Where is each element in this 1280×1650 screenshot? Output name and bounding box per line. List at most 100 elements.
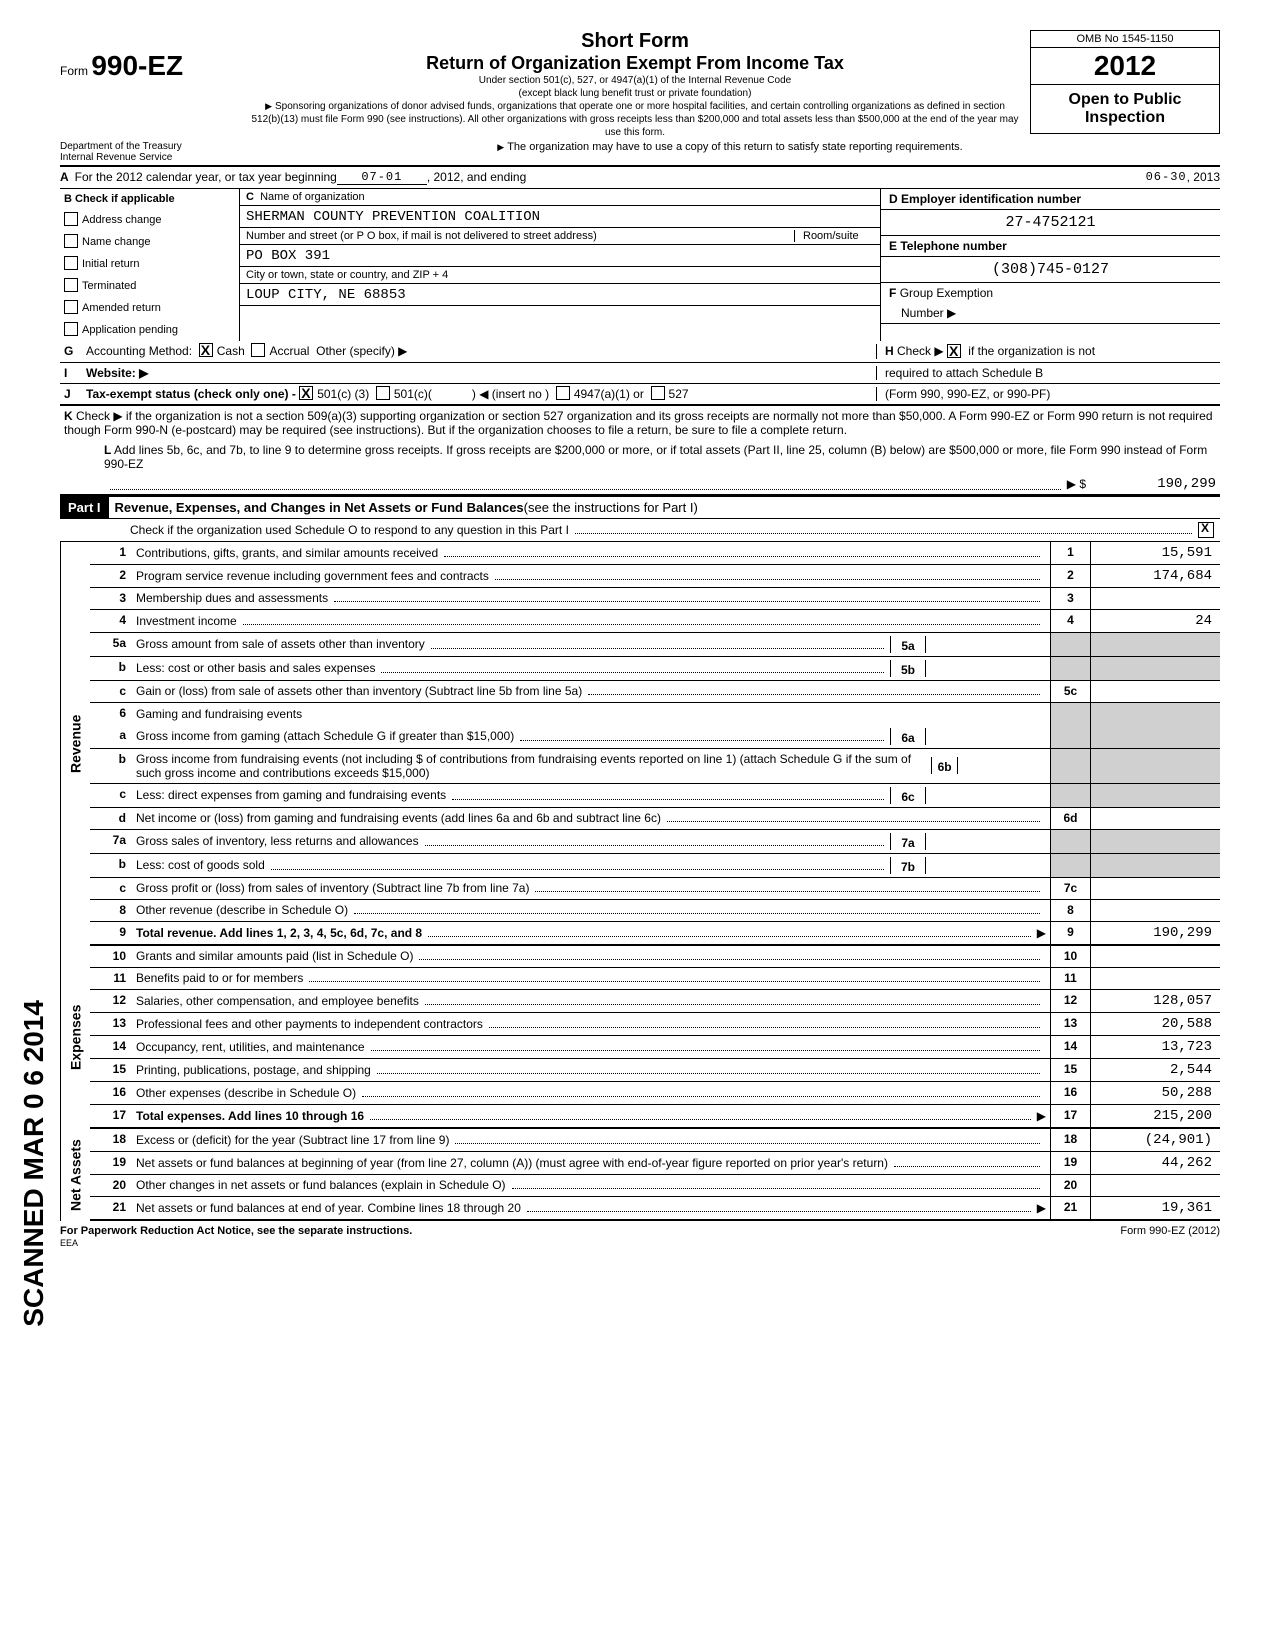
b-address: Address change <box>82 214 162 226</box>
part1-title: Revenue, Expenses, and Changes in Net As… <box>115 500 524 515</box>
chk-address[interactable] <box>64 212 78 226</box>
side-revenue: Revenue <box>60 542 90 946</box>
col-b: B Check if applicable Address change Nam… <box>60 189 240 341</box>
h-text3: required to attach Schedule B <box>876 366 1216 380</box>
form-number-box: Form 990-EZ <box>60 30 240 82</box>
l-sym: ▶ $ <box>1067 477 1086 491</box>
b-initial: Initial return <box>82 258 139 270</box>
chk-501c3[interactable] <box>299 386 313 400</box>
room-label: Room/suite <box>794 230 874 242</box>
l13-v: 20,588 <box>1090 1013 1220 1035</box>
org-addr: PO BOX 391 <box>240 245 880 267</box>
b-terminated: Terminated <box>82 280 136 292</box>
note1: Sponsoring organizations of donor advise… <box>250 100 1020 139</box>
h-text4: (Form 990, 990-EZ, or 990-PF) <box>876 387 1216 401</box>
g-accrual: Accrual <box>269 344 309 358</box>
row-g: G Accounting Method: Cash Accrual Other … <box>60 341 1220 363</box>
l19-v: 44,262 <box>1090 1152 1220 1174</box>
org-name: SHERMAN COUNTY PREVENTION COALITION <box>240 206 880 228</box>
year-end: 06-30 <box>1146 170 1187 185</box>
form-number: 990-EZ <box>91 50 183 81</box>
chk-accrual[interactable] <box>251 343 265 357</box>
l4-v: 24 <box>1090 610 1220 632</box>
col-c: C Name of organization SHERMAN COUNTY PR… <box>240 189 880 341</box>
chk-527[interactable] <box>651 386 665 400</box>
dept-treasury: Department of the Treasury <box>60 141 240 152</box>
l7c-t: Gross profit or (loss) from sales of inv… <box>136 881 529 895</box>
l12-v: 128,057 <box>1090 990 1220 1012</box>
l7c-v <box>1090 878 1220 899</box>
l14-t: Occupancy, rent, utilities, and maintena… <box>136 1040 365 1054</box>
side-expenses: Expenses <box>60 946 90 1129</box>
section-bcdef: B Check if applicable Address change Nam… <box>60 189 1220 341</box>
d-label: Employer identification number <box>901 192 1081 206</box>
l13-t: Professional fees and other payments to … <box>136 1017 483 1031</box>
side-netassets: Net Assets <box>60 1129 90 1221</box>
l19-t: Net assets or fund balances at beginning… <box>136 1156 888 1170</box>
chk-initial[interactable] <box>64 256 78 270</box>
chk-schedule-o[interactable] <box>1198 522 1214 538</box>
g-cash: Cash <box>217 344 245 358</box>
year-begin: 07-01 <box>337 170 427 185</box>
l16-t: Other expenses (describe in Schedule O) <box>136 1086 356 1100</box>
l2-v: 174,684 <box>1090 565 1220 587</box>
l8-v <box>1090 900 1220 921</box>
l6b-t: Gross income from fundraising events (no… <box>136 752 919 780</box>
part1-note: (see the instructions for Part I) <box>524 500 698 515</box>
header-row: Form 990-EZ Short Form Return of Organiz… <box>60 30 1220 139</box>
l18-v: (24,901) <box>1090 1129 1220 1151</box>
netassets-grid: Net Assets 18Excess or (deficit) for the… <box>60 1129 1220 1221</box>
l-val: 190,299 <box>1086 476 1216 492</box>
l5c-v <box>1090 681 1220 702</box>
row-k: K Check ▶ if the organization is not a s… <box>60 406 1220 440</box>
ein: 27-4752121 <box>881 210 1220 236</box>
l6d-t: Net income or (loss) from gaming and fun… <box>136 811 661 825</box>
omb-number: OMB No 1545-1150 <box>1031 31 1219 48</box>
omb-box: OMB No 1545-1150 2012 Open to Public Ins… <box>1030 30 1220 134</box>
chk-amended[interactable] <box>64 300 78 314</box>
l6-t: Gaming and fundraising events <box>136 707 302 721</box>
phone: (308)745-0127 <box>881 257 1220 283</box>
j-d: 4947(a)(1) or <box>574 387 644 401</box>
chk-cash[interactable] <box>199 343 213 357</box>
c-label: Name of organization <box>260 191 365 203</box>
chk-h[interactable] <box>947 344 961 358</box>
chk-pending[interactable] <box>64 322 78 336</box>
g-label: Accounting Method: <box>86 344 192 358</box>
chk-4947[interactable] <box>556 386 570 400</box>
dept-left: Department of the Treasury Internal Reve… <box>60 141 240 165</box>
open-to-public: Open to Public Inspection <box>1031 85 1219 133</box>
row-l: L Add lines 5b, 6c, and 7b, to line 9 to… <box>60 440 1220 474</box>
f-label2: Number ▶ <box>881 303 1220 324</box>
l5a-t: Gross amount from sale of assets other t… <box>136 637 425 651</box>
l-text: Add lines 5b, 6c, and 7b, to line 9 to d… <box>104 443 1207 471</box>
l4-t: Investment income <box>136 614 237 628</box>
l11-v <box>1090 968 1220 989</box>
l8-t: Other revenue (describe in Schedule O) <box>136 903 348 917</box>
l6a-t: Gross income from gaming (attach Schedul… <box>136 729 514 743</box>
chk-name[interactable] <box>64 234 78 248</box>
l5b-t: Less: cost or other basis and sales expe… <box>136 661 375 675</box>
l20-t: Other changes in net assets or fund bala… <box>136 1178 506 1192</box>
part1-check: Check if the organization used Schedule … <box>60 519 1220 542</box>
footer-eea: EEA <box>60 1238 78 1248</box>
part1-check-text: Check if the organization used Schedule … <box>130 523 569 537</box>
footer-left: For Paperwork Reduction Act Notice, see … <box>60 1225 412 1237</box>
chk-501c[interactable] <box>376 386 390 400</box>
i-label: Website: ▶ <box>86 366 148 380</box>
row-a-text: For the 2012 calendar year, or tax year … <box>75 170 337 185</box>
l17-v: 215,200 <box>1090 1105 1220 1127</box>
l1-t: Contributions, gifts, grants, and simila… <box>136 546 438 560</box>
l18-t: Excess or (deficit) for the year (Subtra… <box>136 1133 449 1147</box>
dept-row: Department of the Treasury Internal Reve… <box>60 141 1220 167</box>
l15-v: 2,544 <box>1090 1059 1220 1081</box>
l3-v <box>1090 588 1220 609</box>
footer-right: Form 990-EZ (2012) <box>1120 1225 1220 1249</box>
irs: Internal Revenue Service <box>60 152 240 163</box>
l7b-t: Less: cost of goods sold <box>136 858 265 872</box>
l9-v: 190,299 <box>1090 922 1220 944</box>
form-prefix: Form <box>60 64 88 78</box>
l9-t: Total revenue. Add lines 1, 2, 3, 4, 5c,… <box>136 926 422 940</box>
footer: For Paperwork Reduction Act Notice, see … <box>60 1221 1220 1249</box>
chk-terminated[interactable] <box>64 278 78 292</box>
